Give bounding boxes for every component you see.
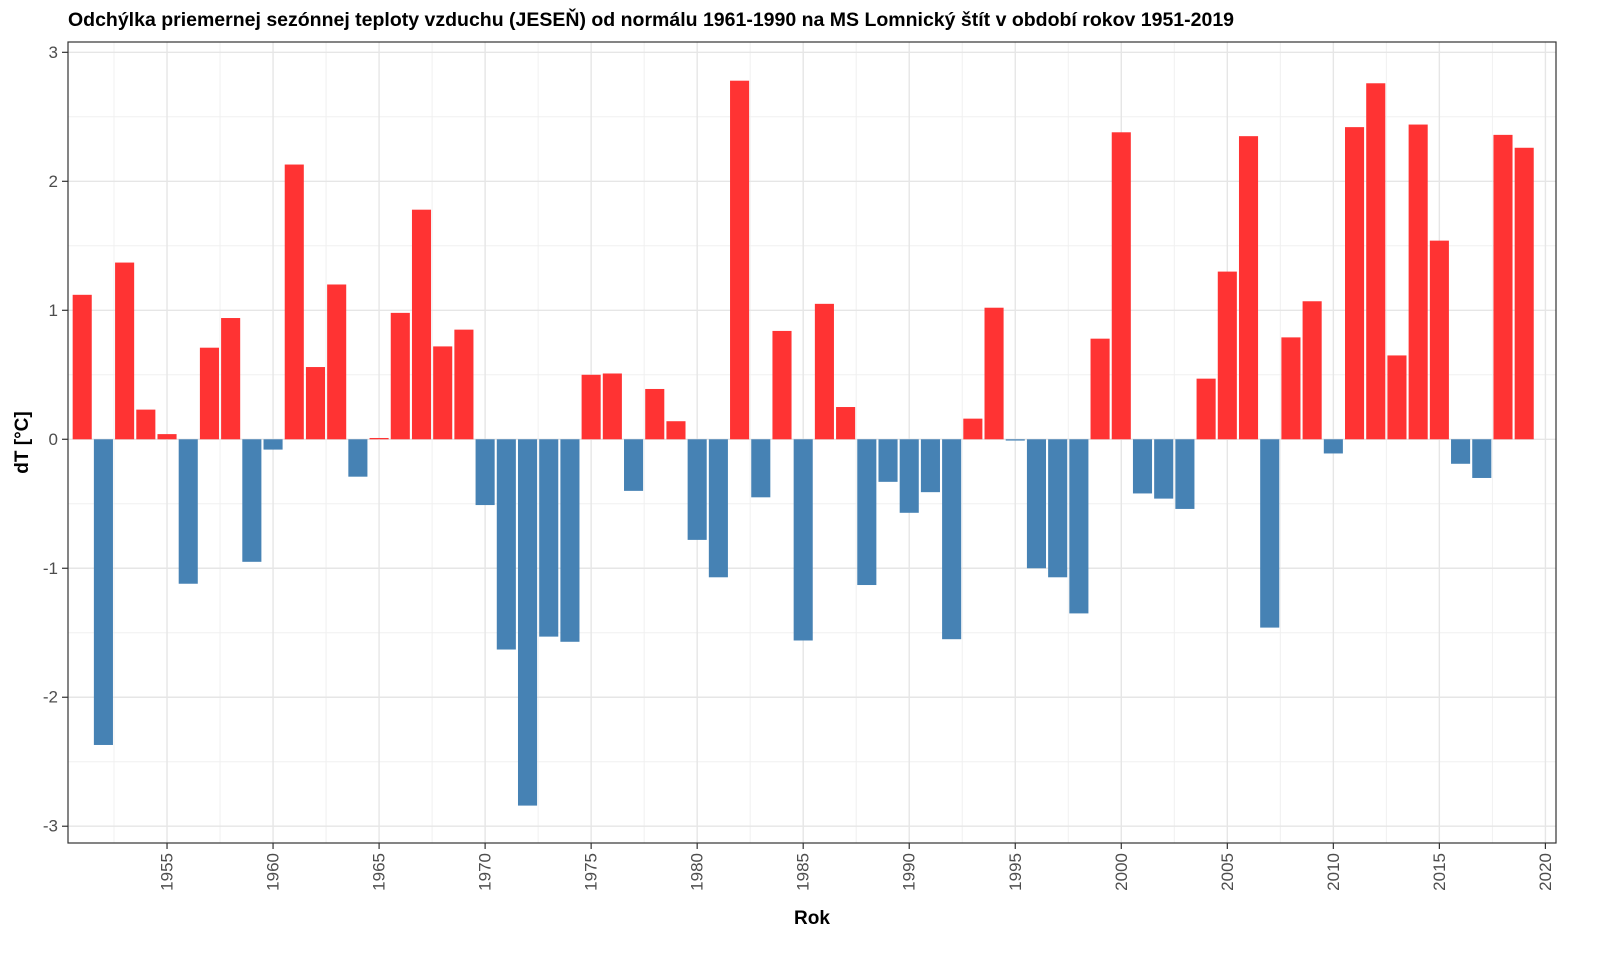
x-tick-label: 2020 (1536, 853, 1555, 891)
bar-2019 (1514, 147, 1534, 440)
bar-1985 (793, 439, 813, 641)
bar-1970 (475, 439, 495, 506)
bar-1953 (115, 262, 135, 440)
bar-1967 (411, 209, 432, 440)
bar-2016 (1451, 439, 1471, 464)
panel-border (67, 41, 1557, 844)
x-tick-label: 1995 (1006, 853, 1025, 891)
bar-1973 (539, 439, 559, 637)
bar-1988 (857, 439, 877, 586)
bar-2014 (1408, 124, 1428, 440)
bar-1977 (624, 439, 644, 491)
y-tick-label: 1 (49, 301, 58, 320)
bar-2012 (1366, 83, 1386, 440)
x-tick-label: 2005 (1218, 853, 1237, 891)
bar-2007 (1260, 439, 1280, 628)
x-tick-label: 1985 (794, 853, 813, 891)
bar-2003 (1175, 439, 1195, 509)
x-tick-label: 1990 (900, 853, 919, 891)
x-tick-label: 2015 (1430, 853, 1449, 891)
y-tick-label: -2 (43, 688, 58, 707)
bar-1978 (645, 388, 665, 440)
bar-2002 (1154, 439, 1174, 499)
bar-2013 (1387, 355, 1407, 440)
bar-1968 (433, 346, 453, 440)
bar-1991 (920, 439, 940, 493)
x-tick-label: 2010 (1324, 853, 1343, 891)
bar-2000 (1111, 132, 1131, 440)
bars (72, 80, 1534, 806)
bar-1969 (454, 329, 474, 440)
bar-1964 (348, 439, 368, 477)
bar-2006 (1238, 136, 1259, 440)
bar-2001 (1132, 439, 1153, 494)
bar-1963 (327, 284, 347, 440)
bar-1994 (984, 307, 1004, 440)
bar-1996 (1026, 439, 1047, 569)
bar-1992 (942, 439, 962, 640)
bar-1954 (136, 409, 156, 440)
x-tick-label: 1975 (582, 853, 601, 891)
bar-1957 (199, 347, 219, 440)
bar-2005 (1217, 271, 1237, 440)
bar-1983 (751, 439, 771, 498)
bar-1979 (666, 421, 686, 440)
bar-1962 (305, 367, 326, 440)
x-tick-label: 2000 (1112, 853, 1131, 891)
bar-1990 (899, 439, 919, 513)
bar-1984 (772, 330, 792, 440)
bar-2015 (1429, 240, 1449, 440)
bar-2017 (1472, 439, 1492, 478)
bar-1993 (963, 418, 983, 440)
bar-1965 (369, 437, 389, 440)
bar-1974 (560, 439, 580, 642)
bar-1960 (263, 439, 283, 450)
bar-1997 (1048, 439, 1068, 578)
bar-1959 (242, 439, 262, 562)
y-tick-label: 3 (49, 43, 58, 62)
bar-1966 (390, 312, 410, 440)
bar-1980 (687, 439, 707, 540)
bar-2010 (1323, 439, 1343, 454)
x-tick-label: 1955 (158, 853, 177, 891)
bar-1987 (836, 407, 856, 440)
bar-1971 (496, 439, 516, 650)
bar-1955 (157, 434, 177, 440)
bar-1986 (814, 303, 834, 440)
x-tick-label: 1960 (264, 853, 283, 891)
bar-1951 (72, 294, 92, 440)
bar-1975 (581, 374, 601, 440)
bar-1972 (517, 439, 538, 806)
bar-2011 (1345, 127, 1365, 440)
y-tick-label: 0 (49, 430, 58, 449)
bar-1956 (178, 439, 198, 584)
bar-2008 (1281, 337, 1301, 440)
bar-2018 (1493, 134, 1513, 440)
bar-1952 (93, 439, 113, 745)
y-tick-label: -1 (43, 559, 58, 578)
y-axis-title: dT [°C] (12, 411, 33, 473)
bar-1989 (878, 439, 898, 482)
bar-1982 (730, 80, 750, 440)
x-tick-label: 1965 (370, 853, 389, 891)
bar-1998 (1069, 439, 1089, 614)
bar-2004 (1196, 378, 1216, 440)
x-axis: 1955 1960 1965 1970 1975 1980 1985 1990 1995 2000… (158, 843, 1555, 891)
bar-1999 (1090, 338, 1110, 440)
x-axis-title: Rok (794, 908, 830, 929)
y-axis: -3 -2 -1 0 1 2 3 (43, 43, 68, 836)
bar-1961 (284, 164, 304, 440)
bar-1976 (602, 373, 622, 440)
chart-title: Odchýlka priemernej sezónnej teploty vzd… (68, 9, 1235, 31)
bar-1981 (708, 439, 728, 578)
y-tick-label: 2 (49, 172, 58, 191)
bar-1995 (1005, 439, 1025, 441)
x-tick-label: 1980 (688, 853, 707, 891)
x-tick-label: 1970 (476, 853, 495, 891)
y-tick-label: -3 (43, 817, 58, 836)
bar-2009 (1302, 301, 1322, 440)
bar-1958 (221, 318, 241, 440)
